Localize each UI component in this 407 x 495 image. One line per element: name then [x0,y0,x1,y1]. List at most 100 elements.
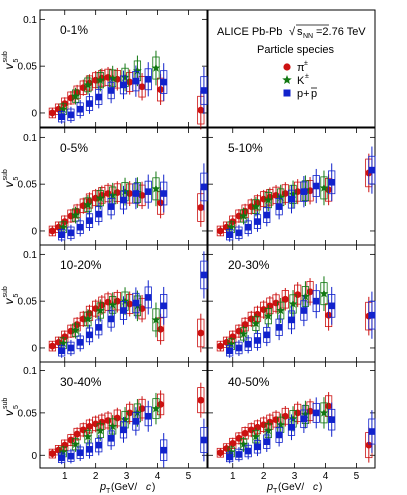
y-axis-label-sub: 5 [13,294,20,298]
proton-point [235,229,243,237]
proton-point [368,166,376,174]
y-tick-label: 0.05 [18,408,38,419]
kaon-point [226,447,236,456]
pion-point [61,333,69,341]
kaon-point [151,315,161,324]
kaon-point [151,63,161,72]
proton-point [76,223,84,231]
kaon-point [58,222,68,231]
panel-10-20%: 0 0.05 0.1 10-20% [18,244,208,363]
y-axis-label-sub: 5 [13,59,20,63]
kaon-point [263,195,273,204]
panel-label: 0-1% [60,23,88,37]
kaon-point [58,447,68,456]
pion-point [229,440,237,447]
x-axis-label-right: p T (GeV/ c ) [266,481,322,495]
pion-point [86,309,93,317]
y-tick-label: 0.05 [18,62,38,73]
legend-marker-kaon [282,75,292,85]
legend-label-pion: π [297,62,305,74]
pion-point [48,227,56,235]
pion-point [281,412,289,420]
legend-entry-proton: p+ p [283,87,317,100]
legend-label-kaon-sup: ± [305,73,309,80]
proton-point [263,438,271,446]
proton-point [288,423,295,431]
x-axis-label-close-left: ) [152,482,155,493]
proton-point [144,75,152,83]
pion-point [138,405,146,413]
legend-frame [207,9,376,128]
proton-point [254,218,261,225]
proton-point [132,77,140,85]
x-axis-label-left: p T (GeV/ c ) [99,481,155,495]
legend-label-proton-bar: p [311,88,317,100]
panel-label: 5-10% [228,141,263,155]
y-tick-label: 0.05 [18,180,38,191]
kaon-point [263,311,273,320]
x-axis-label-p-left: p [99,481,106,493]
kaon-point [95,75,105,84]
proton-point [144,412,152,420]
kaon-point [239,211,248,220]
pion-point [241,321,249,328]
proton-point [263,331,271,339]
y-axis-label-v: v [2,298,16,305]
legend-marker-proton [283,89,291,97]
proton-point [275,324,283,331]
proton-point [107,315,115,323]
y-axis-label: v5 sub [2,398,20,416]
x-axis-label-c-left: c [146,482,151,493]
proton-point [107,435,115,442]
proton-point [368,428,376,435]
kaon-point [108,190,118,200]
pion-point [216,342,224,350]
proton-point [132,299,140,307]
kaon-point [226,339,236,348]
proton-point [86,331,93,339]
proton-point [120,426,127,434]
pion-point [73,321,81,328]
x-tick-label: 3 [292,471,298,482]
kaon-point [319,408,329,417]
kaon-point [58,338,68,347]
x-tick-label: 4 [155,471,161,482]
proton-point [86,446,93,453]
kaon-point [83,80,93,89]
proton-point [288,316,295,324]
legend-collaboration: ALICE Pb-Pb [217,26,282,38]
proton-point [275,431,283,439]
kaon-point [251,202,261,211]
legend-energy-s: s [297,26,303,38]
legend-energy-value: =2.76 TeV [316,26,366,38]
y-tick-label: 0.1 [23,133,37,144]
proton-point [58,454,65,462]
proton-point [67,452,75,460]
kaon-point [226,222,236,231]
x-axis-label-p-right: p [266,481,273,493]
proton-point [200,271,208,279]
proton-point [300,188,308,195]
kaon-point [151,184,161,193]
proton-point [144,188,152,195]
panel-40-50%: 1 2 3 4 5 40-50% [207,361,376,482]
kaon-point [108,73,118,83]
pion-point [55,446,62,454]
proton-point [120,196,127,204]
proton-point [160,302,168,310]
proton-point [312,297,320,305]
kaon-point [301,291,310,301]
kaon-point [71,439,80,448]
legend-sqrt-sign: √ [289,26,296,38]
pion-point [325,402,333,410]
y-axis-label-v: v [2,409,16,416]
kaon-point [95,305,105,315]
proton-point [160,190,168,197]
pion-point [197,329,205,337]
pion-point [79,426,87,434]
pion-point [61,441,69,449]
panel-frame [39,9,208,128]
x-axis-label-c-right: c [313,482,318,493]
